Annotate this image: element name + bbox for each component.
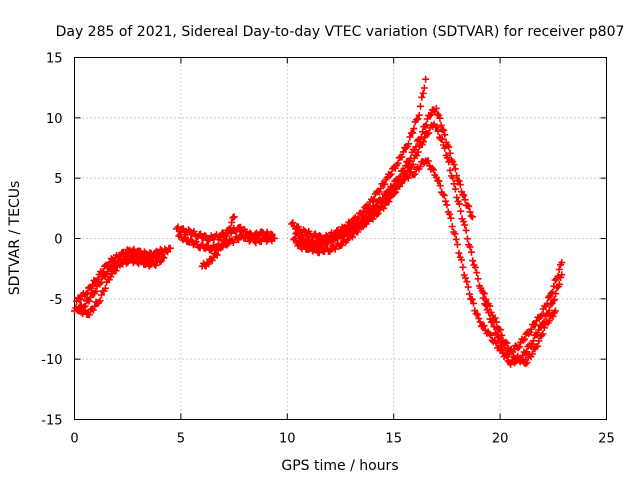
plus-markers: [73, 245, 166, 305]
y-axis: -15 -10 -5 0 5 10 15: [41, 52, 607, 429]
series-track-10: [294, 157, 566, 368]
chart-title: Day 285 of 2021, Sidereal Day-to-day VTE…: [56, 24, 625, 40]
series-track-6: [198, 213, 238, 270]
y-tick-label: 5: [54, 172, 62, 187]
x-tick-label: 10: [279, 432, 296, 447]
plus-markers: [198, 213, 238, 270]
plus-markers: [75, 253, 168, 319]
x-axis-label: GPS time / hours: [281, 458, 398, 474]
plus-markers: [292, 120, 566, 359]
x-tick-label: 25: [598, 432, 615, 447]
x-tick-label: 15: [385, 432, 402, 447]
y-tick-label: 15: [46, 52, 63, 67]
series-track-9: [292, 120, 566, 359]
y-axis-label: SDTVAR / TECUs: [7, 181, 23, 296]
x-tick-label: 0: [70, 432, 78, 447]
plus-markers: [479, 289, 559, 368]
x-axis: 0 5 10 15 20 25: [70, 57, 615, 447]
series-track-2: [73, 245, 166, 305]
data-points: [71, 75, 566, 368]
y-tick-label: -5: [50, 293, 63, 308]
x-tick-label: 5: [177, 432, 185, 447]
y-tick-label: -10: [41, 353, 62, 368]
series-track-3: [75, 253, 168, 319]
x-tick-label: 20: [492, 432, 509, 447]
plus-markers: [294, 157, 566, 368]
series-track-11: [479, 289, 559, 368]
grid-lines: [74, 57, 607, 420]
y-tick-label: 0: [54, 233, 62, 248]
y-tick-label: -15: [41, 414, 62, 429]
y-tick-label: 10: [46, 112, 63, 127]
